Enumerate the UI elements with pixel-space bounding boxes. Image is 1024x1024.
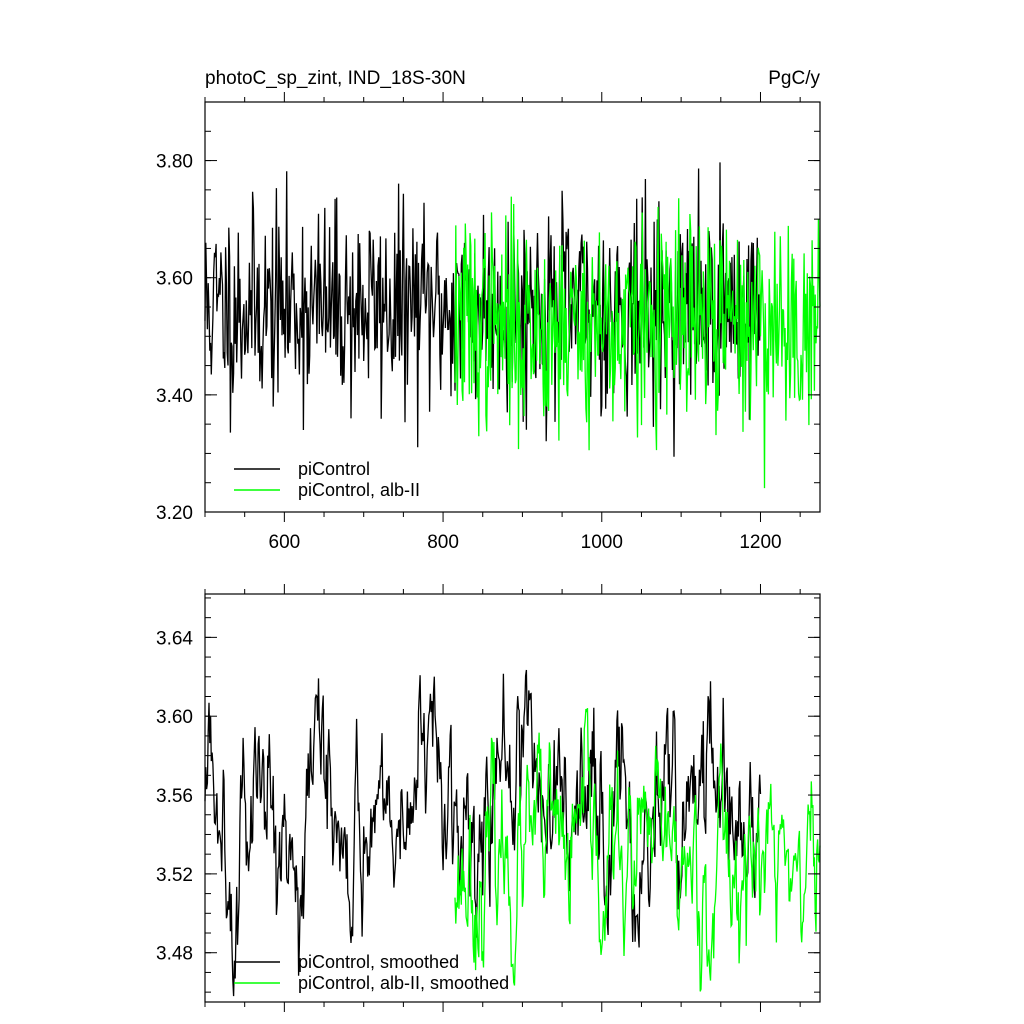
top-axes: 600 800 1000 1200 3.20 3.40 3.60 3.80: [156, 92, 820, 553]
y-tick-label: 3.60: [156, 269, 193, 290]
series-line-picontrol-smoothed: [204, 669, 762, 997]
top-legend: piControl piControl, alb-II: [234, 459, 420, 500]
x-tick-label: 1200: [739, 532, 781, 553]
y-tick-label: 3.20: [156, 503, 193, 524]
y-tick-label: 3.64: [156, 628, 193, 649]
y-tick-label: 3.60: [156, 707, 193, 728]
y-tick-label: 3.48: [156, 944, 193, 965]
x-tick-label: 1000: [581, 532, 623, 553]
bottom-legend: piControl, smoothed piControl, alb-II, s…: [234, 952, 509, 993]
legend-label-picontrol-smoothed: piControl, smoothed: [298, 952, 459, 972]
series-line-picontrol-alb-ii: [454, 196, 821, 489]
top-plot-frame: [204, 101, 821, 513]
bottom-panel: 3.48 3.52 3.56 3.60 3.64 piControl, smoothed…: [156, 584, 821, 1012]
bottom-axes: 3.48 3.52 3.56 3.60 3.64: [156, 584, 820, 1012]
top-series-group: [204, 162, 821, 489]
y-tick-label: 3.80: [156, 152, 193, 173]
chart-title-units: PgC/y: [768, 68, 820, 89]
chart-title-left: photoC_sp_zint, IND_18S-30N: [205, 68, 466, 89]
legend-label-alb-ii: piControl, alb-II: [298, 480, 420, 500]
y-tick-label: 3.52: [156, 865, 193, 886]
bottom-series-group: [204, 669, 821, 997]
bottom-plot-frame: [204, 593, 821, 1003]
y-tick-label: 3.56: [156, 786, 193, 807]
x-tick-label: 600: [269, 532, 301, 553]
top-panel: photoC_sp_zint, IND_18S-30N PgC/y 600 800…: [156, 68, 821, 553]
series-line-picontrol-alb-ii-smoothed: [454, 707, 821, 992]
x-tick-label: 800: [427, 532, 459, 553]
legend-label-alb-ii-smoothed: piControl, alb-II, smoothed: [298, 973, 509, 993]
y-tick-label: 3.40: [156, 386, 193, 407]
legend-label-picontrol: piControl: [298, 459, 370, 479]
